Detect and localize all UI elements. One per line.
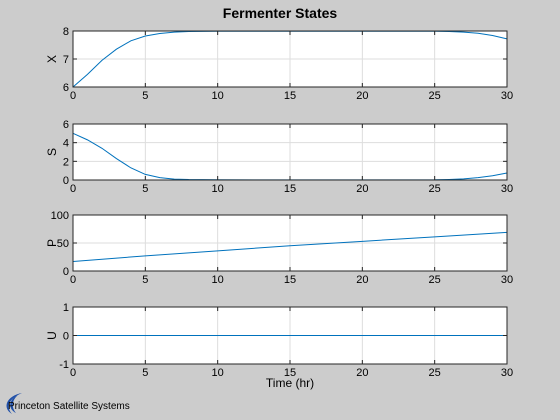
- x-tick-label: 20: [356, 367, 368, 379]
- x-tick-label: 25: [429, 183, 441, 195]
- y-tick-label: 2: [63, 156, 69, 168]
- x-tick-label: 30: [501, 274, 513, 286]
- y-tick-label: 4: [63, 138, 69, 150]
- y-tick-label: 0: [63, 266, 69, 278]
- subplot-s: 0 5 10 15 20 25 30 0 2 4 6 S: [45, 119, 513, 195]
- x-tick-label: 25: [429, 367, 441, 379]
- x-tick-label: 5: [142, 90, 148, 102]
- y-axis-label: X: [45, 55, 59, 63]
- x-tick-label: 0: [70, 367, 76, 379]
- x-tick-label: 15: [284, 90, 296, 102]
- x-tick-label: 10: [212, 274, 224, 286]
- y-axis-label: S: [45, 148, 59, 156]
- swoosh-logo-icon: [10, 395, 18, 413]
- y-tick-label: 100: [51, 210, 69, 222]
- y-tick-label: 7: [63, 54, 69, 66]
- x-tick-label: 5: [142, 183, 148, 195]
- x-tick-label: 25: [429, 274, 441, 286]
- y-axis-label: U: [45, 331, 59, 340]
- figure-title: Fermenter States: [223, 5, 338, 21]
- y-tick-label: 0: [63, 175, 69, 187]
- y-tick-label: 0: [63, 331, 69, 343]
- footer-company-name: Princeton Satellite Systems: [8, 401, 130, 412]
- y-axis-label: P: [45, 239, 59, 247]
- x-tick-label: 20: [356, 183, 368, 195]
- x-tick-label: 30: [501, 183, 513, 195]
- series-line-p: [72, 231, 508, 262]
- footer: Princeton Satellite Systems: [6, 393, 130, 414]
- x-tick-label: 30: [501, 90, 513, 102]
- y-tick-label: 6: [63, 119, 69, 131]
- y-tick-label: 6: [63, 82, 69, 94]
- x-tick-label: 15: [284, 367, 296, 379]
- x-tick-label: 10: [212, 367, 224, 379]
- subplot-x: 0 5 10 15 20 25 30 6 7 8 X: [45, 26, 513, 102]
- x-tick-label: 20: [356, 90, 368, 102]
- x-tick-label: 0: [70, 274, 76, 286]
- x-tick-label: 10: [212, 183, 224, 195]
- x-tick-label: 30: [501, 367, 513, 379]
- y-tick-label: 8: [63, 26, 69, 38]
- x-tick-label: 0: [70, 183, 76, 195]
- x-tick-label: 5: [142, 274, 148, 286]
- x-tick-label: 15: [284, 183, 296, 195]
- x-tick-label: 10: [212, 90, 224, 102]
- x-tick-label: 0: [70, 90, 76, 102]
- y-tick-label: -1: [59, 359, 69, 371]
- y-tick-label: 50: [57, 238, 69, 250]
- x-tick-label: 20: [356, 274, 368, 286]
- subplot-p: 0 5 10 15 20 25 30 0 50 100 P: [45, 210, 513, 286]
- x-axis-label: Time (hr): [266, 376, 314, 390]
- x-tick-label: 5: [142, 367, 148, 379]
- x-tick-label: 15: [284, 274, 296, 286]
- swoosh-logo-icon: [6, 393, 22, 414]
- y-tick-label: 1: [63, 302, 69, 314]
- x-tick-label: 25: [429, 90, 441, 102]
